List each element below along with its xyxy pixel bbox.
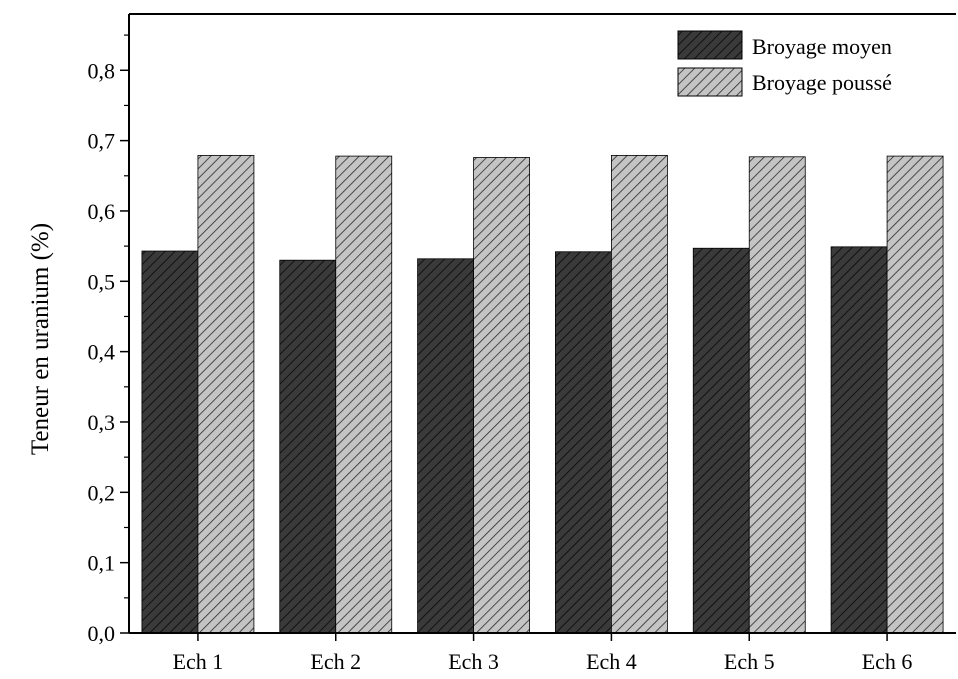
y-tick-label: 0,7 <box>88 129 116 154</box>
legend-label-broyage-pousse: Broyage poussé <box>752 70 892 95</box>
y-tick-label: 0,5 <box>88 269 116 294</box>
bar-broyage-moyen-2 <box>279 259 337 634</box>
legend: Broyage moyen Broyage poussé <box>677 30 892 97</box>
bar-broyage-pousse-1 <box>197 154 255 634</box>
bar-broyage-pousse-3 <box>473 157 530 634</box>
bar-broyage-pousse-2 <box>335 155 393 634</box>
bar-broyage-moyen-4 <box>555 251 612 634</box>
legend-label-broyage-moyen: Broyage moyen <box>752 34 892 59</box>
y-axis-title: Teneur en uranium (%) <box>27 223 54 455</box>
x-tick-label: Ech 2 <box>310 649 361 674</box>
bar-broyage-moyen-1 <box>141 250 199 634</box>
y-tick-label: 0,6 <box>88 199 116 224</box>
bar-broyage-moyen-6 <box>830 246 888 634</box>
y-tick-label: 0,0 <box>88 621 116 646</box>
x-tick-label: Ech 3 <box>448 649 499 674</box>
y-tick-label: 0,8 <box>88 58 116 83</box>
bar-broyage-moyen-5 <box>692 247 750 634</box>
y-tick-label: 0,1 <box>88 551 116 576</box>
bar-broyage-moyen-3 <box>417 258 474 634</box>
plot-area: Ech 1 Ech 2 Ech 3 Ech 4 Ech 5 Ech 6 0,0 0,1 0,2 0… <box>88 13 956 674</box>
x-tick-label: Ech 1 <box>173 649 224 674</box>
x-tick-label: Ech 4 <box>586 649 637 674</box>
legend-swatch-broyage-moyen <box>677 30 743 60</box>
y-tick-label: 0,3 <box>88 410 116 435</box>
y-tick-label: 0,2 <box>88 480 116 505</box>
x-tick-label: Ech 6 <box>862 649 913 674</box>
y-tick-label: 0,4 <box>88 340 116 365</box>
bar-broyage-pousse-5 <box>748 156 806 634</box>
x-tick-label: Ech 5 <box>724 649 775 674</box>
legend-swatch-broyage-pousse <box>677 67 743 97</box>
bar-broyage-pousse-4 <box>611 154 668 634</box>
bar-broyage-pousse-6 <box>886 155 944 634</box>
